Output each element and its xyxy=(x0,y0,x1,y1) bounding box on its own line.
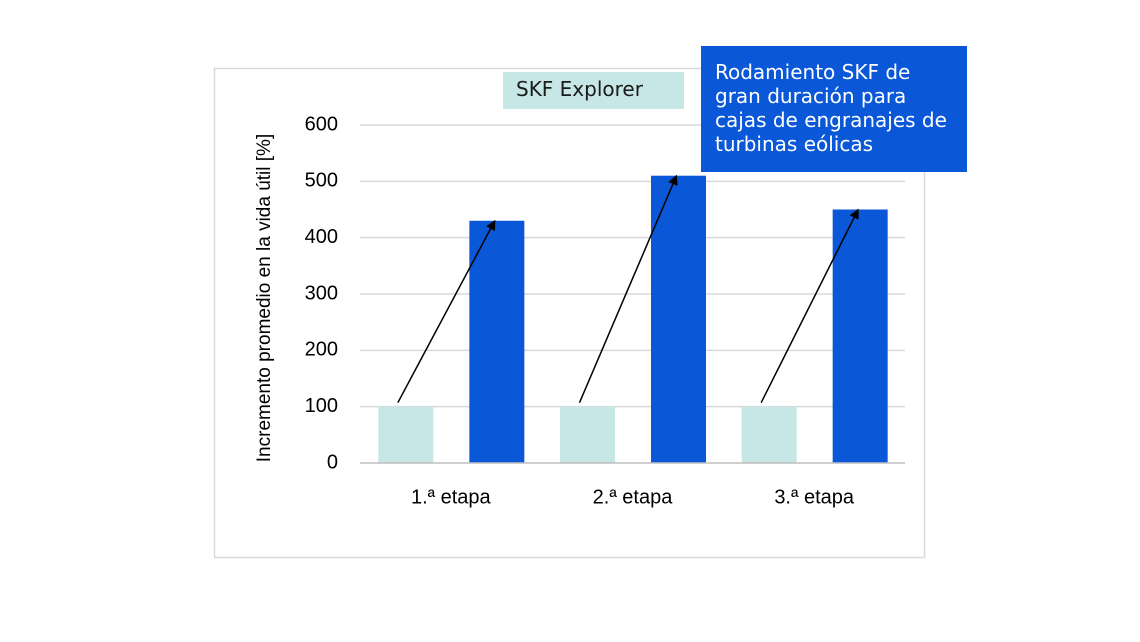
y-tick-label: 0 xyxy=(327,451,338,473)
bar-series-1 xyxy=(560,406,615,463)
y-tick-labels: 0 100 200 300 400 500 600 xyxy=(305,113,338,473)
x-tick-label: 3.ª etapa xyxy=(774,486,855,508)
y-tick-label: 500 xyxy=(305,170,338,192)
bar-series-2 xyxy=(832,209,888,463)
y-tick-label: 400 xyxy=(305,226,338,248)
y-tick-label: 600 xyxy=(305,113,338,135)
legend-label-skf-wind-bearing: Rodamiento SKF de gran duración para caj… xyxy=(715,60,947,156)
bar-series-1 xyxy=(378,406,434,463)
arrows xyxy=(397,174,859,404)
y-tick-label: 300 xyxy=(305,282,338,304)
legend-item-skf-explorer: SKF Explorer xyxy=(503,72,684,109)
y-tick-label: 200 xyxy=(305,339,338,361)
x-tick-label: 2.ª etapa xyxy=(593,486,674,508)
y-tick-label: 100 xyxy=(305,395,338,417)
legend-item-skf-wind-bearing: Rodamiento SKF de gran duración para caj… xyxy=(701,46,967,172)
x-tick-label: 1.ª etapa xyxy=(411,486,492,508)
bar-series-2 xyxy=(651,175,706,463)
y-axis-label: Incremento promedio en la vida útil [%] xyxy=(254,134,275,462)
chart-frame xyxy=(213,67,926,559)
bar-series-1 xyxy=(741,406,797,463)
legend-label-skf-explorer: SKF Explorer xyxy=(516,77,643,101)
improvement-arrow xyxy=(760,208,859,404)
improvement-arrow xyxy=(397,219,496,404)
bar-series-2 xyxy=(469,220,525,463)
improvement-arrow xyxy=(578,174,678,403)
bars xyxy=(378,175,888,463)
x-tick-labels: 1.ª etapa 2.ª etapa 3.ª etapa xyxy=(411,486,855,508)
gridlines xyxy=(360,124,905,408)
